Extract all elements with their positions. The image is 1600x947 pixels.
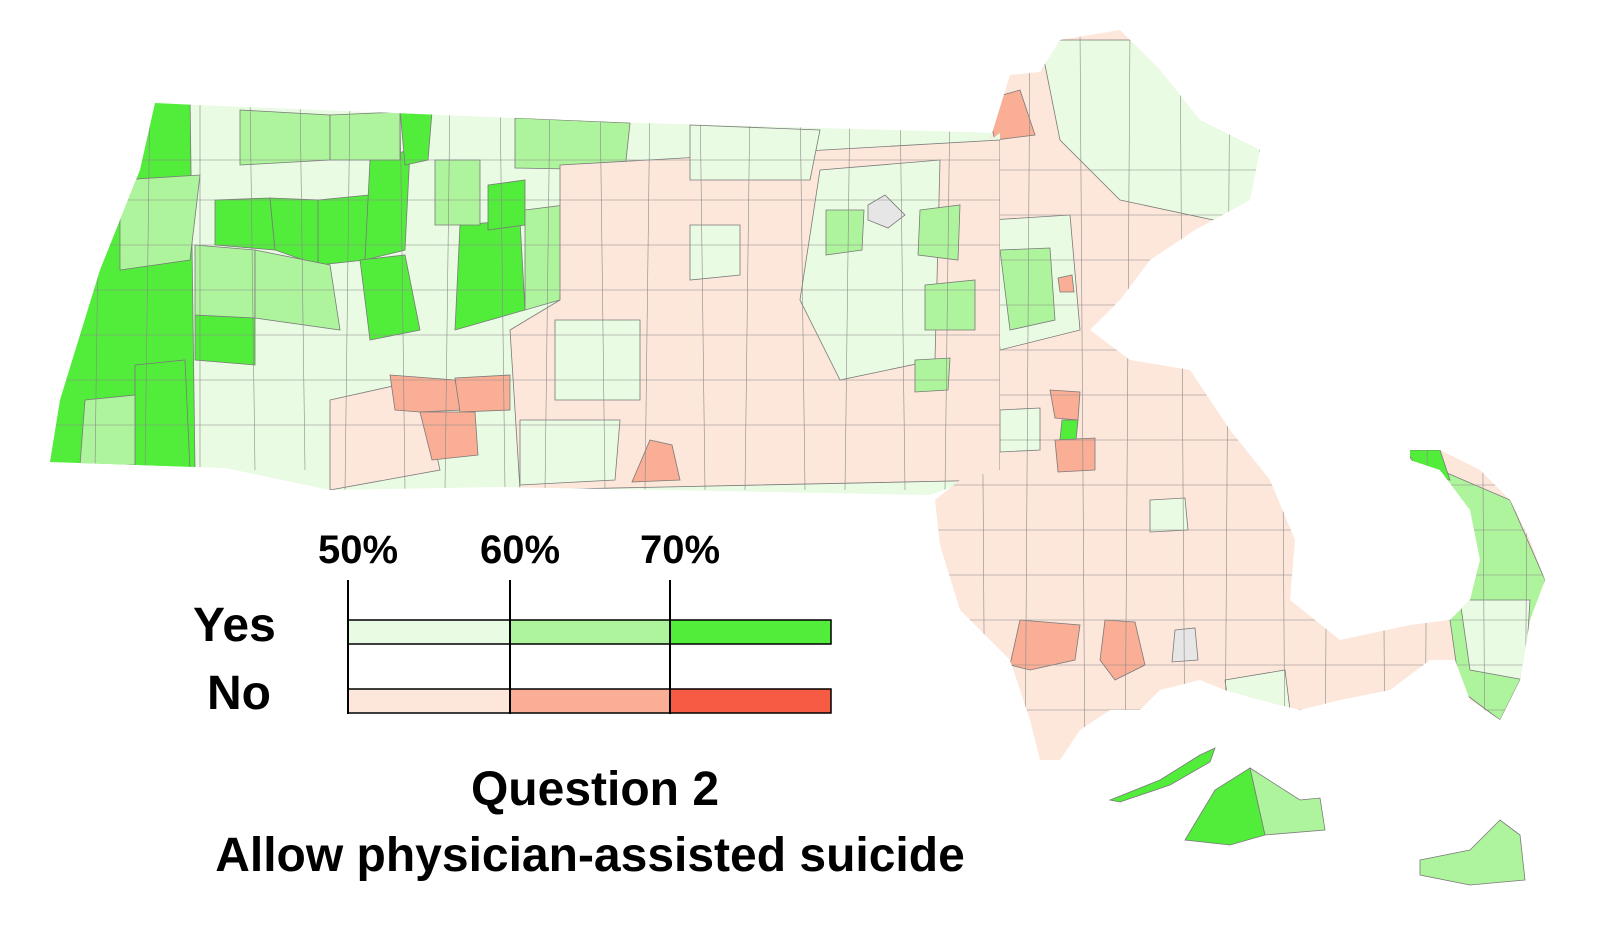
legend-row-label-no: No (207, 667, 271, 720)
town-chelsea-red (1057, 274, 1075, 293)
town-franklin-light-4 (434, 159, 481, 226)
town-franklin-5 (399, 109, 433, 166)
legend-bars (347, 580, 832, 714)
town-hampden-red-1 (389, 374, 463, 413)
legend-no-60-70 (509, 688, 671, 714)
caption-title: Question 2 (470, 763, 720, 816)
town-grid-west (50, 103, 1000, 491)
town-norfolk-light (999, 407, 1041, 453)
town-worcester-mid-3 (924, 279, 976, 331)
town-hampden-red-2 (454, 374, 511, 413)
town-norfolk-green (1059, 419, 1079, 441)
town-plymouth-light (1149, 497, 1189, 533)
town-franklin-light-2 (329, 111, 401, 161)
legend-yes-60-70 (509, 619, 671, 645)
town-no-data-2 (1171, 627, 1199, 663)
region-eastern-massachusetts (935, 30, 1545, 760)
town-franklin-1 (214, 197, 276, 251)
town-worcester-mid-1 (825, 209, 865, 256)
town-hampden-red-3 (419, 411, 479, 461)
islands (1108, 747, 1526, 886)
town-worcester-light-1 (689, 124, 821, 181)
legend-tick-label-50: 50% (318, 528, 399, 572)
legend-row-label-yes: Yes (193, 599, 276, 652)
town-outer-cape-light (1439, 469, 1545, 721)
legend-no-50-60 (347, 688, 511, 714)
town-berkshire-mid (119, 174, 201, 271)
town-hampshire-3 (487, 179, 526, 231)
town-sturbridge-red (631, 439, 681, 483)
legend-tick-label-60: 60% (480, 528, 561, 572)
island-nantucket (1419, 819, 1526, 886)
town-franklin-3 (317, 194, 371, 266)
town-berkshire-light-1 (194, 244, 256, 319)
town-middlesex-mid (999, 247, 1056, 331)
town-wellfleet-light (1459, 599, 1531, 681)
town-quabbin-light (524, 204, 566, 311)
town-worcester-mid-4 (914, 357, 951, 393)
town-no-data-1 (867, 194, 906, 229)
town-worcester-light-5 (689, 224, 741, 281)
region-western-massachusetts (50, 103, 1000, 495)
town-hampden-1 (194, 314, 256, 366)
town-franklin-4 (364, 149, 411, 261)
caption-subtitle: Allow physician-assisted suicide (215, 829, 965, 882)
town-hampshire-1 (359, 254, 421, 341)
legend-no-70-plus (669, 688, 832, 714)
island-elizabeth (1108, 747, 1216, 803)
town-worcester-light-3 (554, 319, 641, 401)
town-norfolk-red-2 (1054, 437, 1096, 473)
island-marthas-vineyard-east (1249, 767, 1326, 836)
town-worcester-mid-2 (917, 204, 961, 261)
legend-tick-label-70: 70% (640, 528, 721, 572)
town-franklin-light-1 (239, 109, 331, 166)
legend-yes-50-60 (347, 619, 511, 645)
town-hampden-light (79, 394, 136, 466)
legend-yes-70-plus (669, 619, 832, 645)
town-pittsfield-area (134, 359, 191, 471)
town-norfolk-red-1 (1049, 389, 1081, 421)
